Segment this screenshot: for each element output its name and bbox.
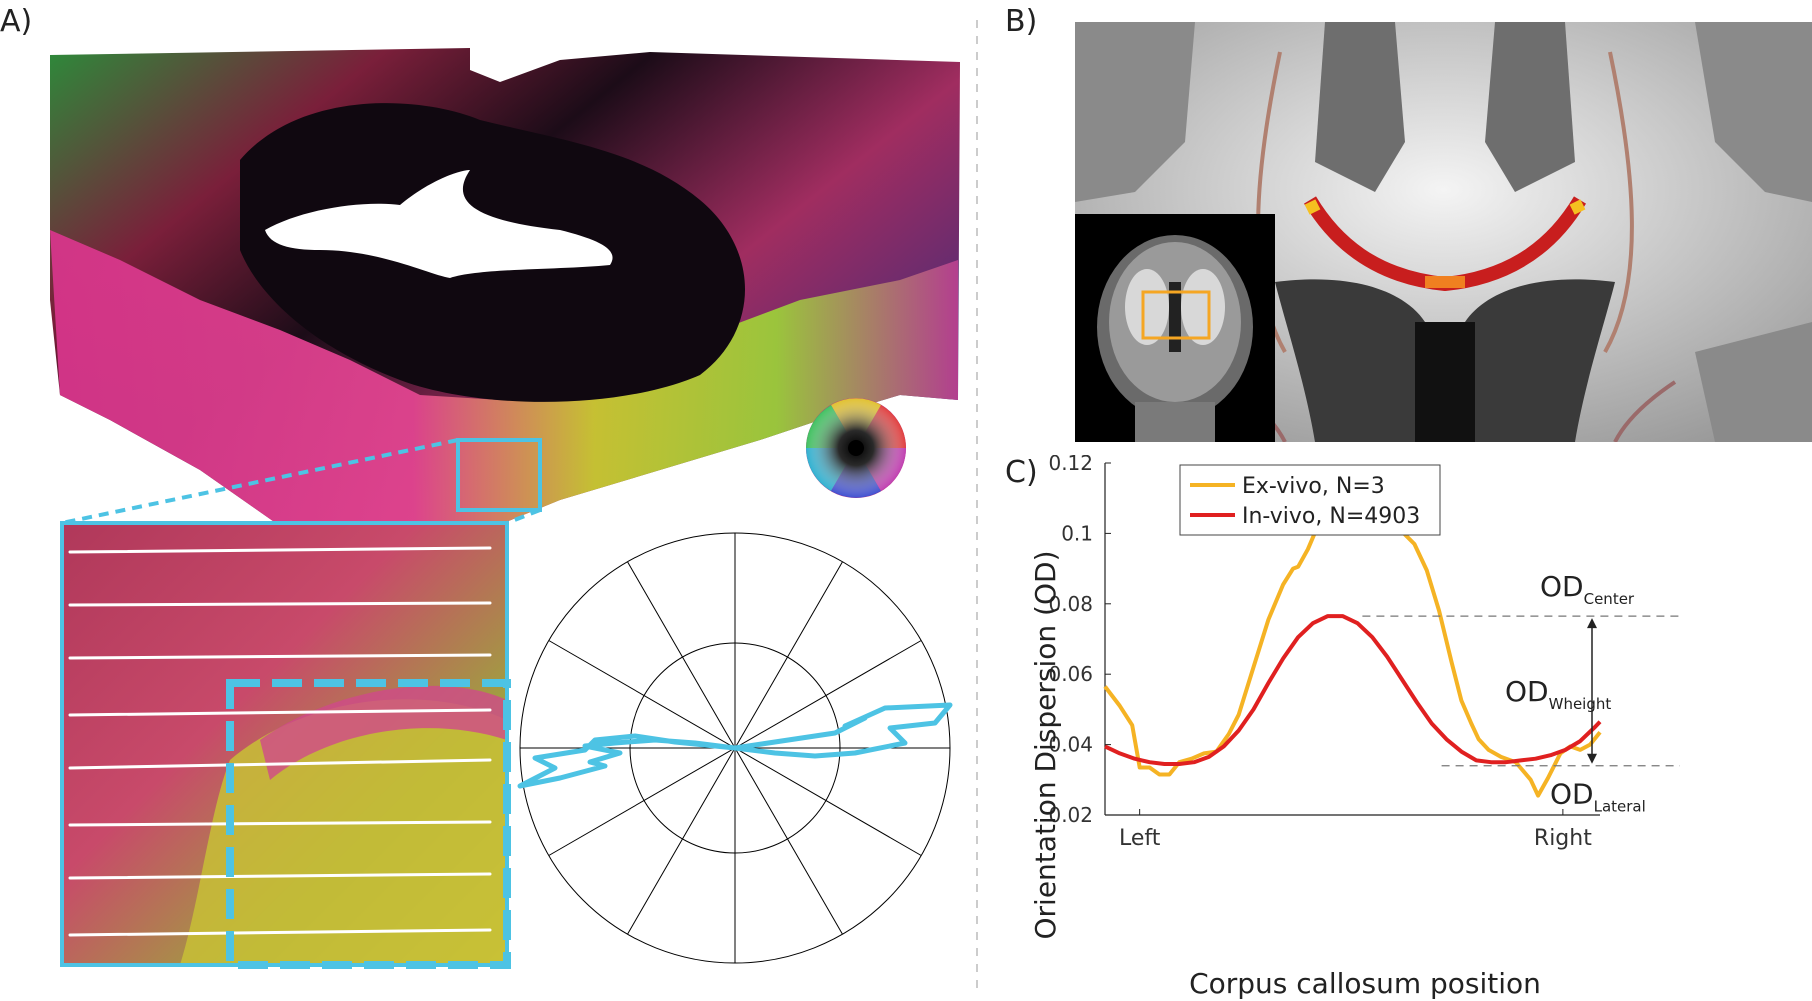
polar-rose-plot bbox=[517, 532, 953, 964]
x-tick-label: Right bbox=[1534, 826, 1592, 851]
legend-invivo-label: In-vivo, N=4903 bbox=[1242, 504, 1420, 529]
inner-dashed-box bbox=[226, 679, 511, 969]
x-tick-label: Left bbox=[1119, 826, 1161, 851]
rose-distribution bbox=[517, 702, 953, 789]
y-tick-label: 0.08 bbox=[1048, 592, 1093, 616]
y-tick-label: 0.12 bbox=[1048, 455, 1093, 475]
y-axis-label: Orientation Dispersion (OD) bbox=[1029, 550, 1062, 939]
fiber-orientation-lines bbox=[68, 546, 492, 937]
y-tick-label: 0.1 bbox=[1061, 521, 1093, 545]
y-tick-label: 0.04 bbox=[1048, 733, 1093, 757]
panel-b-label: B) bbox=[1005, 4, 1038, 39]
zoom-inset bbox=[60, 521, 511, 969]
od-lateral-label: ODLateral bbox=[1550, 778, 1646, 816]
od-center-label: ODCenter bbox=[1540, 570, 1635, 608]
inset-roi-box bbox=[1141, 290, 1211, 340]
panel-a-label: A) bbox=[0, 4, 33, 39]
coronal-brain-inset bbox=[1075, 214, 1275, 442]
od-line-chart: 0.12 0.1 0.08 0.06 0.04 0.02 Left Right ODCente… bbox=[1029, 455, 1680, 1000]
ventricle-hole bbox=[265, 170, 613, 278]
roi-box bbox=[456, 438, 542, 512]
color-wheel-icon bbox=[806, 398, 906, 498]
y-tick-label: 0.02 bbox=[1048, 803, 1093, 827]
legend-exvivo-label: Ex-vivo, N=3 bbox=[1242, 474, 1385, 499]
panel-b-figure bbox=[1075, 22, 1812, 442]
panel-c-label: C) bbox=[1005, 455, 1038, 490]
x-axis-label: Corpus callosum position bbox=[1189, 967, 1541, 1000]
arrow-down-icon bbox=[1587, 753, 1597, 764]
panel-divider bbox=[976, 20, 978, 990]
y-tick-label: 0.06 bbox=[1048, 662, 1093, 686]
chart-legend: Ex-vivo, N=3 In-vivo, N=4903 bbox=[1179, 464, 1441, 536]
arrow-up-icon bbox=[1587, 618, 1597, 629]
panel-a-figure bbox=[50, 48, 960, 969]
od-wheight-label: ODWheight bbox=[1505, 675, 1611, 713]
white-matter-band bbox=[50, 230, 958, 560]
